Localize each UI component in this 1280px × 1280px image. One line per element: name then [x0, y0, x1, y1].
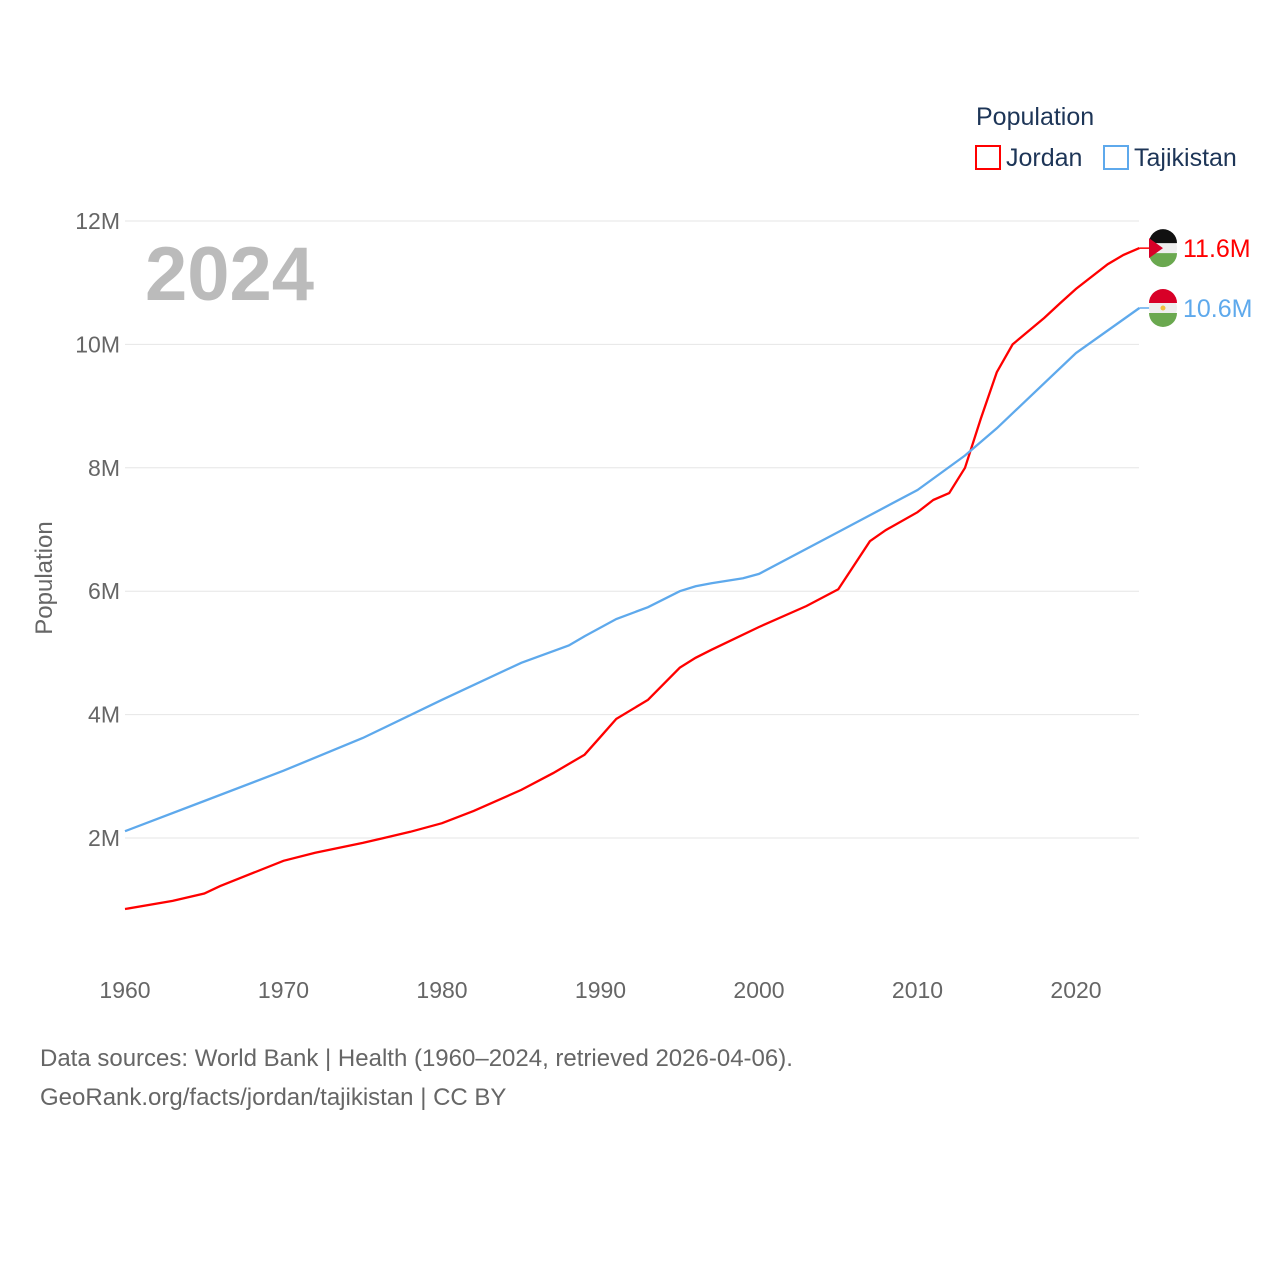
x-tick-label: 1960	[99, 977, 150, 1003]
y-tick-label: 6M	[88, 578, 120, 604]
x-tick-label: 1980	[416, 977, 467, 1003]
footer-attribution: GeoRank.org/facts/jordan/tajikistan | CC…	[40, 1084, 507, 1111]
legend-swatch-jordan	[975, 145, 1001, 170]
flag-triangle	[1149, 238, 1163, 259]
x-tick-label: 2000	[733, 977, 784, 1003]
end-value-label-tajikistan: 10.6M	[1183, 295, 1252, 323]
legend-title: Population	[976, 103, 1094, 131]
series-line-tajikistan	[124, 307, 1141, 833]
x-tick-label: 1970	[258, 977, 309, 1003]
flag-stripe	[1149, 312, 1177, 327]
legend-label-tajikistan: Tajikistan	[1134, 144, 1237, 172]
footer-sources: Data sources: World Bank | Health (1960–…	[40, 1045, 793, 1072]
flag-stripe	[1149, 229, 1178, 244]
flag-crown	[1160, 305, 1166, 311]
flag-stripe	[1149, 253, 1177, 268]
year-label: 2024	[145, 232, 314, 317]
flag-stripe	[1149, 288, 1178, 303]
legend-label-jordan: Jordan	[1006, 144, 1082, 172]
end-value-label-jordan: 11.6M	[1183, 235, 1251, 263]
x-tick-label: 1990	[575, 977, 626, 1003]
y-tick-label: 2M	[88, 825, 120, 851]
x-tick-label: 2020	[1050, 977, 1101, 1003]
y-tick-label: 10M	[75, 331, 120, 357]
y-tick-label: 8M	[88, 455, 120, 481]
y-axis-label: Population	[31, 521, 58, 634]
legend-swatch-tajikistan	[1103, 145, 1129, 170]
x-tick-label: 2010	[892, 977, 943, 1003]
y-tick-label: 4M	[88, 702, 120, 728]
series-line-jordan	[124, 247, 1140, 911]
y-tick-label: 12M	[75, 208, 120, 234]
